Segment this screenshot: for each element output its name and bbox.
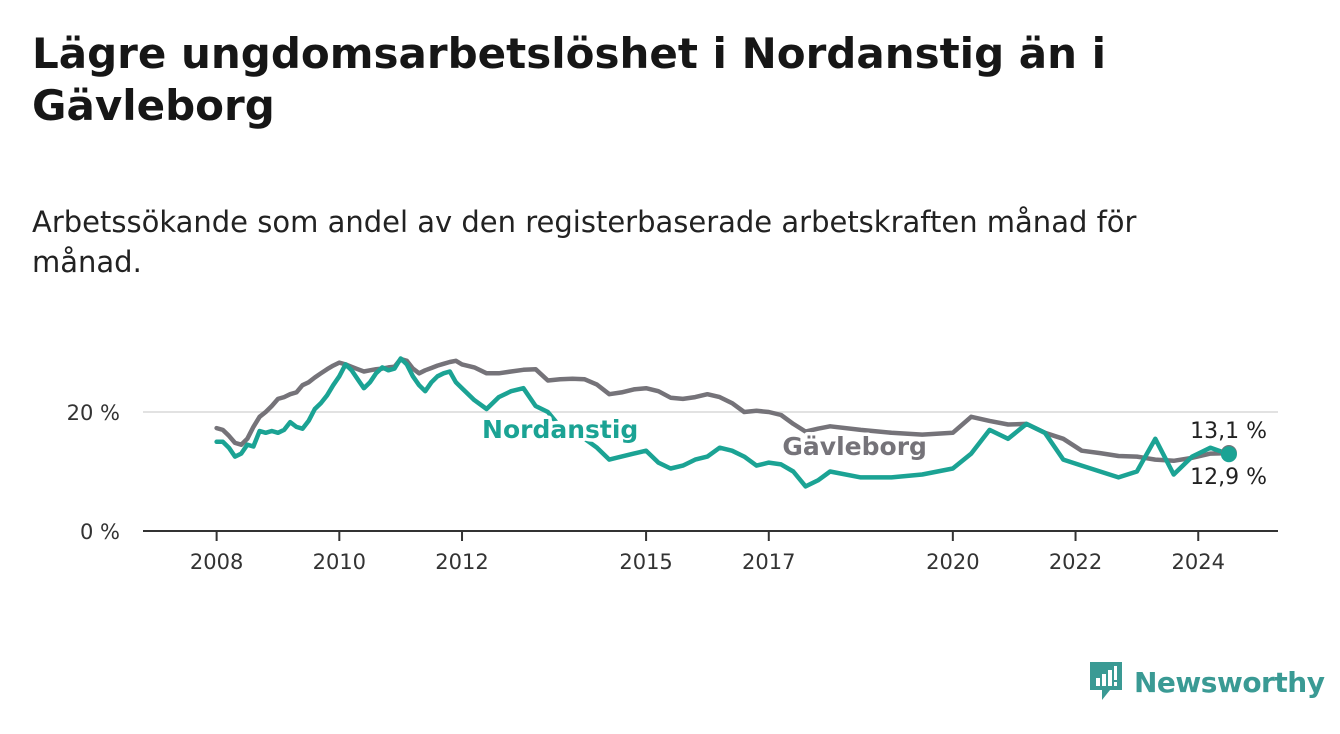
- x-tick-label-0: 2008: [190, 550, 243, 574]
- end-value-nordanstig: 12,9 %: [1190, 465, 1267, 490]
- y-tick-label-1: 20 %: [67, 401, 120, 425]
- end-point-nordanstig: [1220, 446, 1237, 463]
- x-tick-label-7: 2024: [1172, 550, 1225, 574]
- newsworthy-logo: Newsworthy: [1088, 660, 1325, 704]
- line-chart: 0 % 20 % 2008 2010 2012 2015 2017 2020 2022 2024…: [67, 356, 1278, 574]
- series-line-gavleborg: [214, 356, 1232, 464]
- x-tick-label-3: 2015: [619, 550, 672, 574]
- x-axis: 2008 2010 2012 2015 2017 2020 2022 2024: [143, 530, 1278, 574]
- x-tick-label-1: 2010: [313, 550, 366, 574]
- end-value-gavleborg: 13,1 %: [1190, 419, 1267, 444]
- newsworthy-logo-text: Newsworthy: [1134, 665, 1325, 699]
- x-tick-label-6: 2022: [1049, 550, 1102, 574]
- newsworthy-logo-icon: [1090, 662, 1122, 700]
- x-tick-label-4: 2017: [742, 550, 795, 574]
- label-layer: Nordanstig Gävleborg 13,1 % 12,9 %: [479, 412, 1267, 491]
- x-tick-label-2: 2012: [435, 550, 488, 574]
- x-tick-label-5: 2020: [926, 550, 979, 574]
- series-label-gavleborg: Gävleborg: [782, 432, 927, 461]
- series-line-nordanstig: [214, 356, 1232, 489]
- page-subtitle: Arbetssökande som andel av den registerb…: [32, 205, 1137, 279]
- series-label-nordanstig: Nordanstig: [482, 415, 638, 444]
- grid-layer: 0 % 20 %: [67, 401, 1278, 544]
- series-layer: [214, 356, 1237, 489]
- page-title: Lägre ungdomsarbetslöshet i Nordanstig ä…: [32, 29, 1107, 130]
- y-tick-label-0: 0 %: [80, 520, 120, 544]
